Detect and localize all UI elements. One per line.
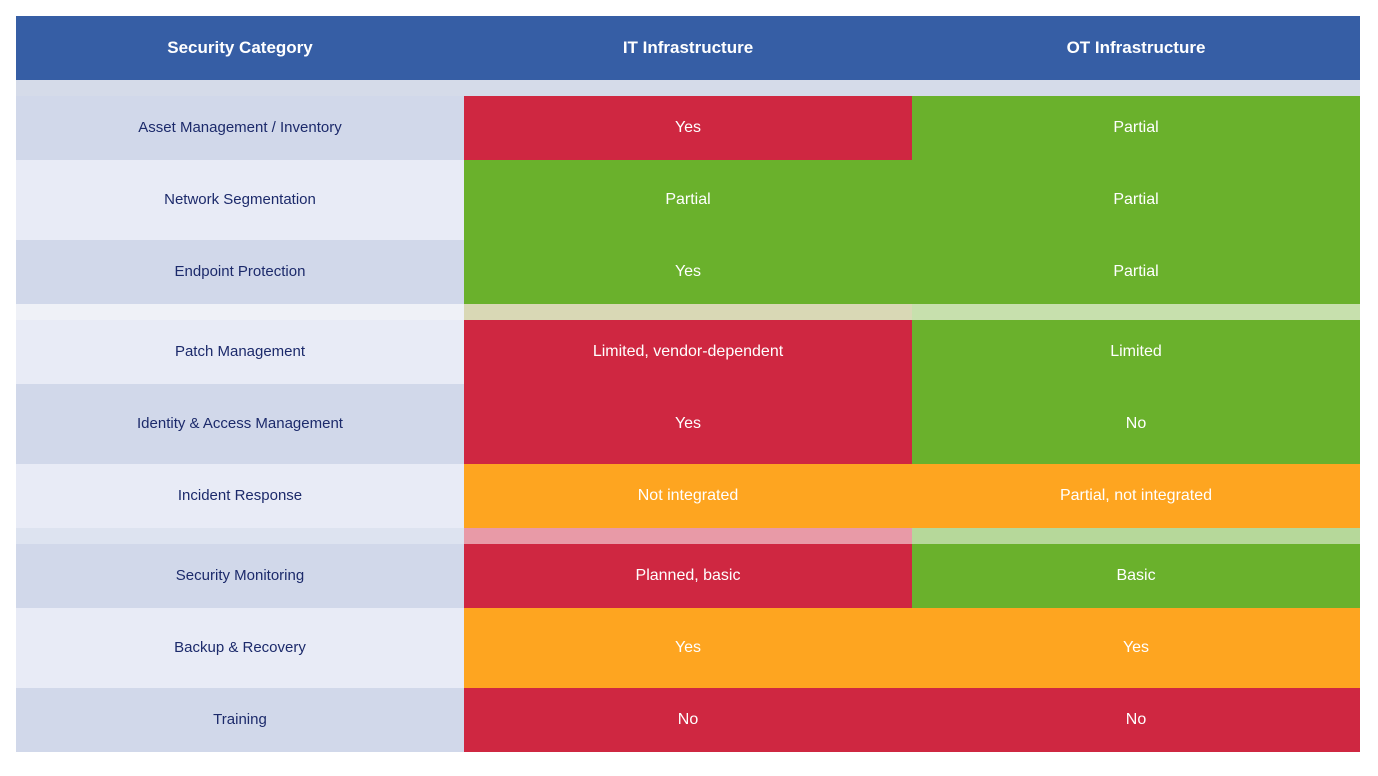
row-label: Network Segmentation [16,160,464,240]
row-label: Endpoint Protection [16,240,464,304]
row-separator [464,528,912,544]
row-label: Training [16,688,464,752]
it-status-cell: Yes [464,608,912,688]
ot-status-cell: Limited [912,320,1360,384]
header-it: IT Infrastructure [464,16,912,80]
row-label: Patch Management [16,320,464,384]
row-label: Asset Management / Inventory [16,96,464,160]
row-label: Backup & Recovery [16,608,464,688]
ot-status-cell: No [912,688,1360,752]
ot-status-cell: Basic [912,544,1360,608]
ot-status-cell: Partial [912,160,1360,240]
header-separator [16,80,464,96]
header-category: Security Category [16,16,464,80]
it-status-cell: Yes [464,240,912,304]
it-status-cell: Yes [464,96,912,160]
security-comparison-table: Security Category IT Infrastructure OT I… [16,16,1360,752]
ot-status-cell: Partial, not integrated [912,464,1360,528]
ot-status-cell: Partial [912,240,1360,304]
header-separator [912,80,1360,96]
row-separator [16,528,464,544]
row-separator [464,304,912,320]
ot-status-cell: Yes [912,608,1360,688]
row-label: Identity & Access Management [16,384,464,464]
row-label: Incident Response [16,464,464,528]
ot-status-cell: Partial [912,96,1360,160]
header-ot: OT Infrastructure [912,16,1360,80]
it-status-cell: Partial [464,160,912,240]
it-status-cell: Planned, basic [464,544,912,608]
it-status-cell: Not integrated [464,464,912,528]
row-separator [16,304,464,320]
it-status-cell: Limited, vendor-dependent [464,320,912,384]
row-label: Security Monitoring [16,544,464,608]
ot-status-cell: No [912,384,1360,464]
it-status-cell: No [464,688,912,752]
header-separator [464,80,912,96]
row-separator [912,304,1360,320]
row-separator [912,528,1360,544]
it-status-cell: Yes [464,384,912,464]
